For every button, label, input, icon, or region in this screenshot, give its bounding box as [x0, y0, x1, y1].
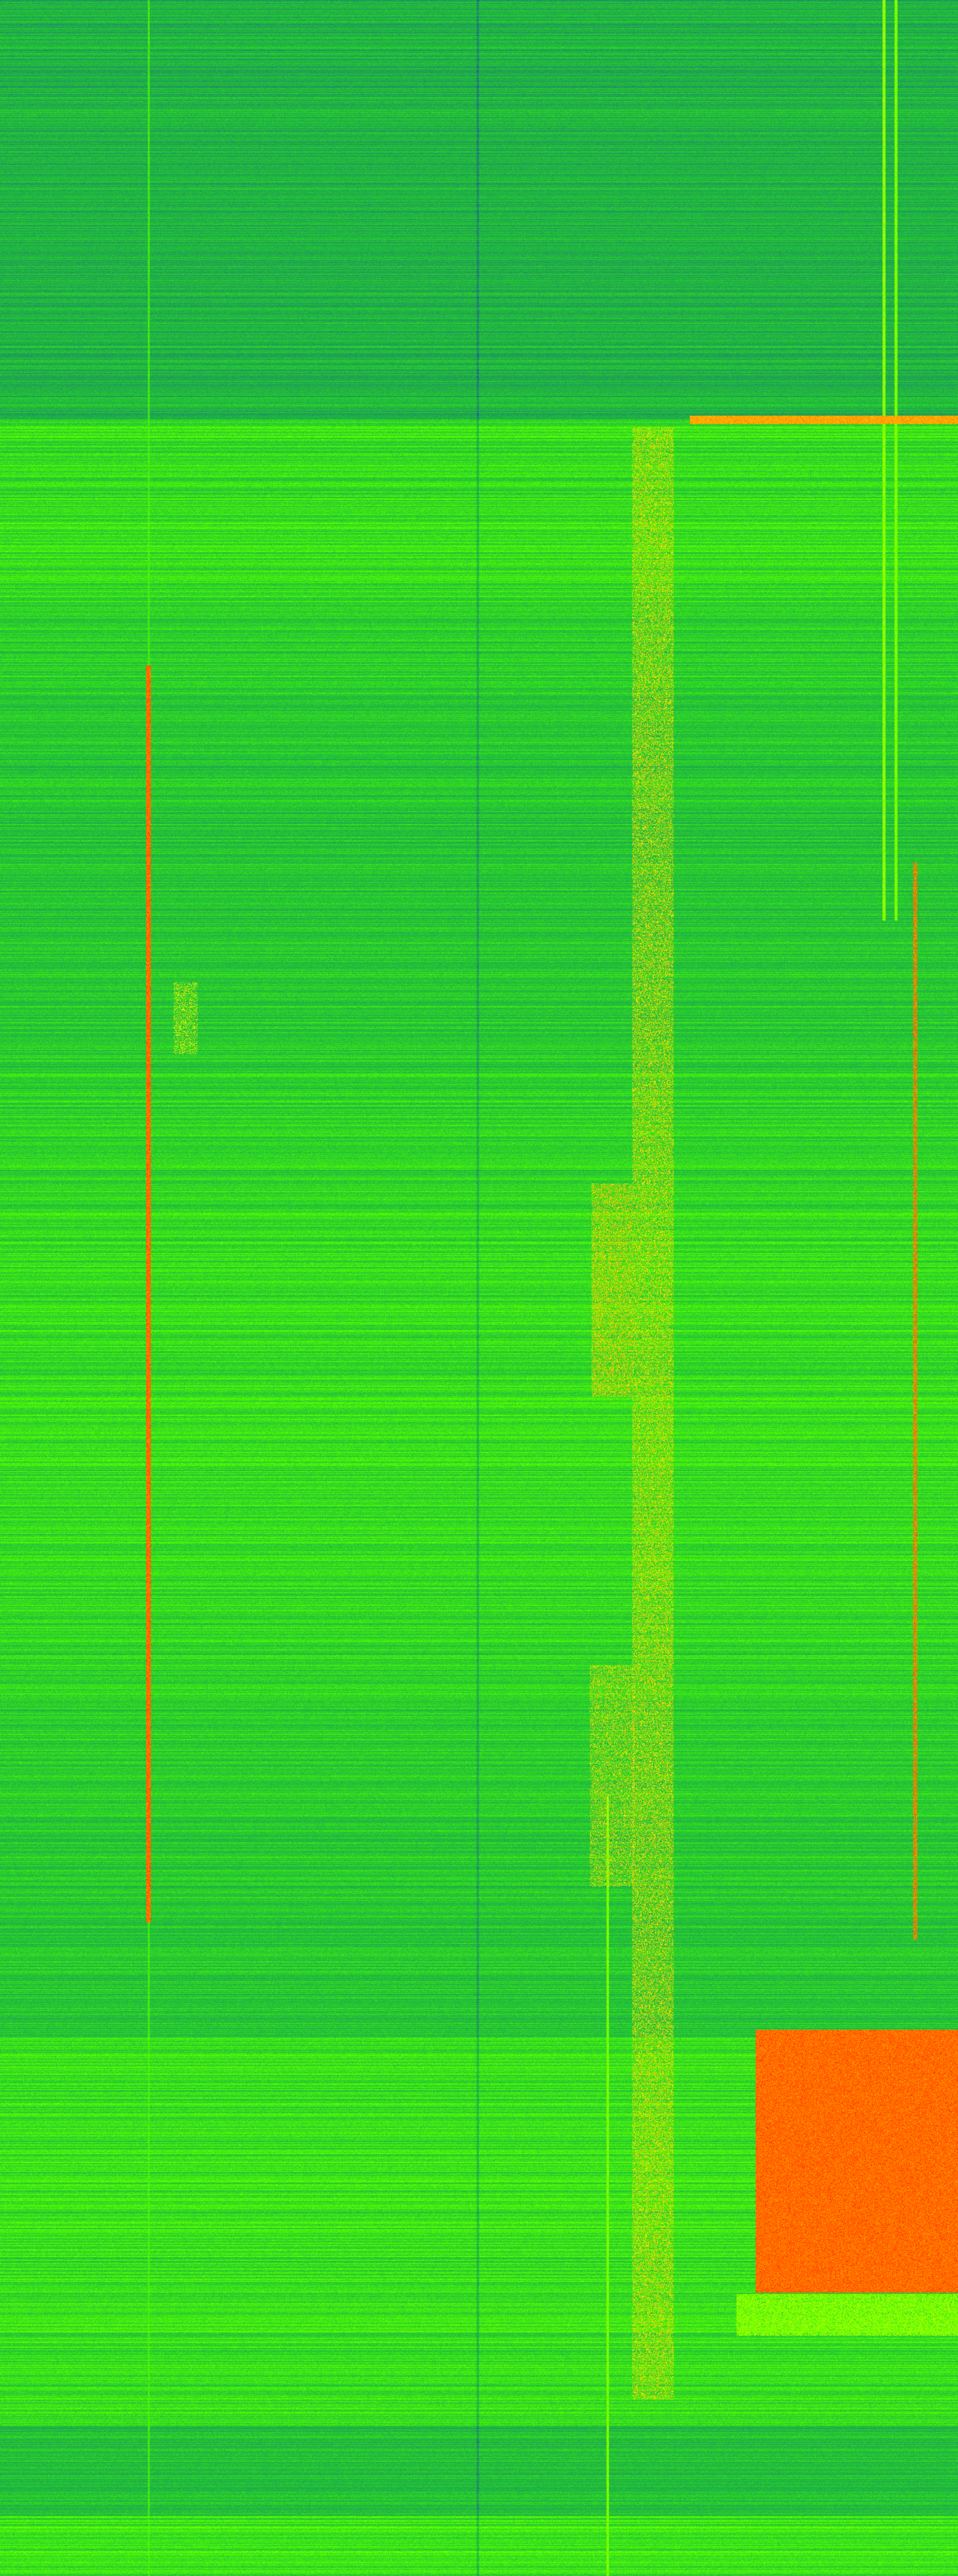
waterfall-spectrogram-heatmap: [0, 0, 958, 2576]
